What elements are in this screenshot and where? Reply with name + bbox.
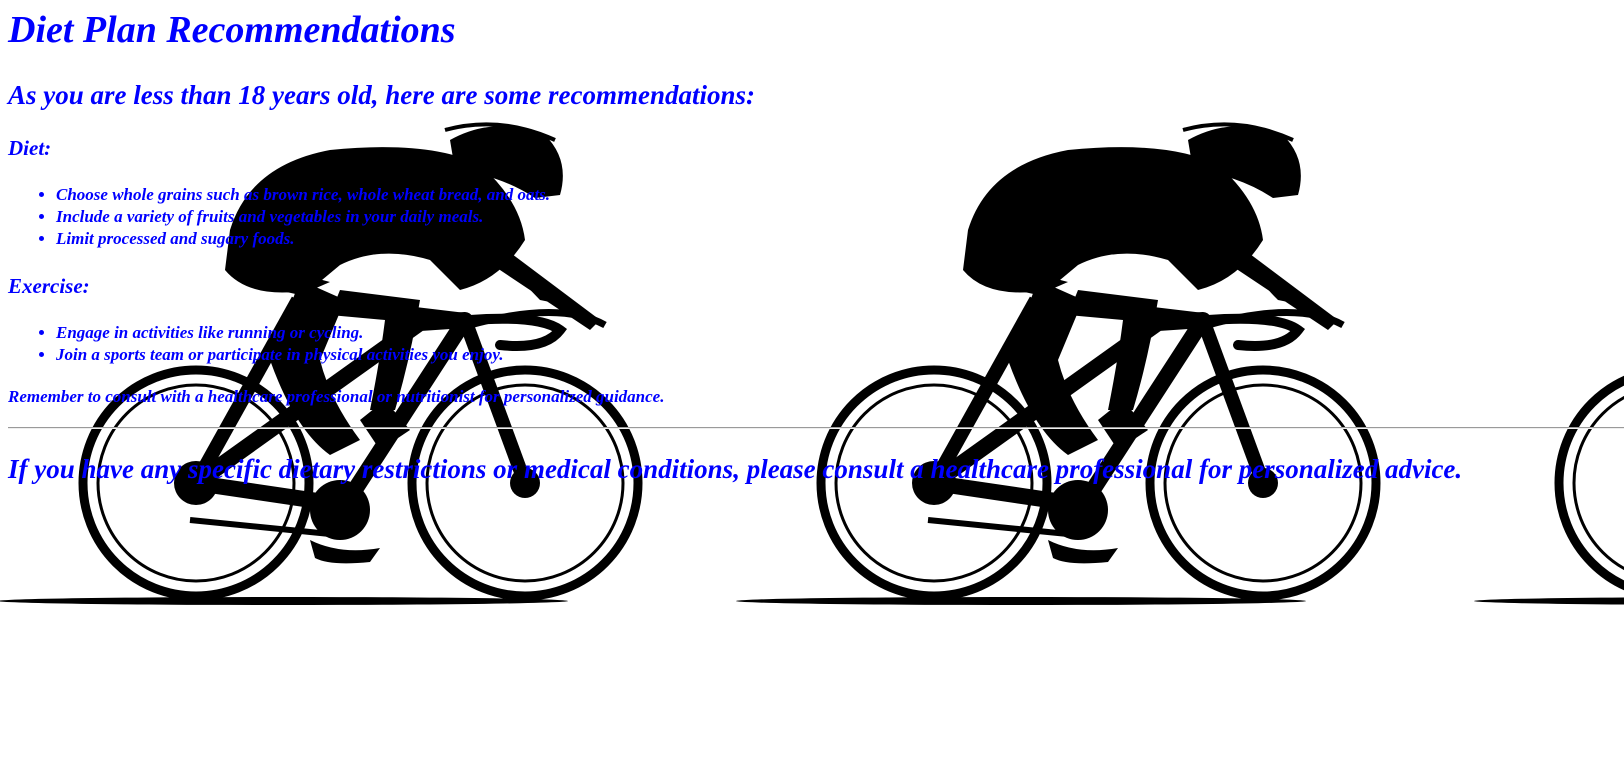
divider xyxy=(8,427,1624,429)
diet-list: Choose whole grains such as brown rice, … xyxy=(8,184,550,250)
list-item: Engage in activities like running or cyc… xyxy=(56,322,504,344)
page-title: Diet Plan Recommendations xyxy=(8,9,456,51)
advice-heading: If you have any specific dietary restric… xyxy=(8,454,1463,484)
list-item: Join a sports team or participate in phy… xyxy=(56,344,504,366)
list-item: Include a variety of fruits and vegetabl… xyxy=(56,206,550,228)
exercise-heading: Exercise: xyxy=(8,274,90,298)
reminder-text: Remember to consult with a healthcare pr… xyxy=(8,387,665,406)
diet-heading: Diet: xyxy=(8,136,52,160)
list-item: Limit processed and sugary foods. xyxy=(56,228,550,250)
list-item: Choose whole grains such as brown rice, … xyxy=(56,184,550,206)
age-recommendation-heading: As you are less than 18 years old, here … xyxy=(8,80,755,110)
exercise-list: Engage in activities like running or cyc… xyxy=(8,322,504,366)
